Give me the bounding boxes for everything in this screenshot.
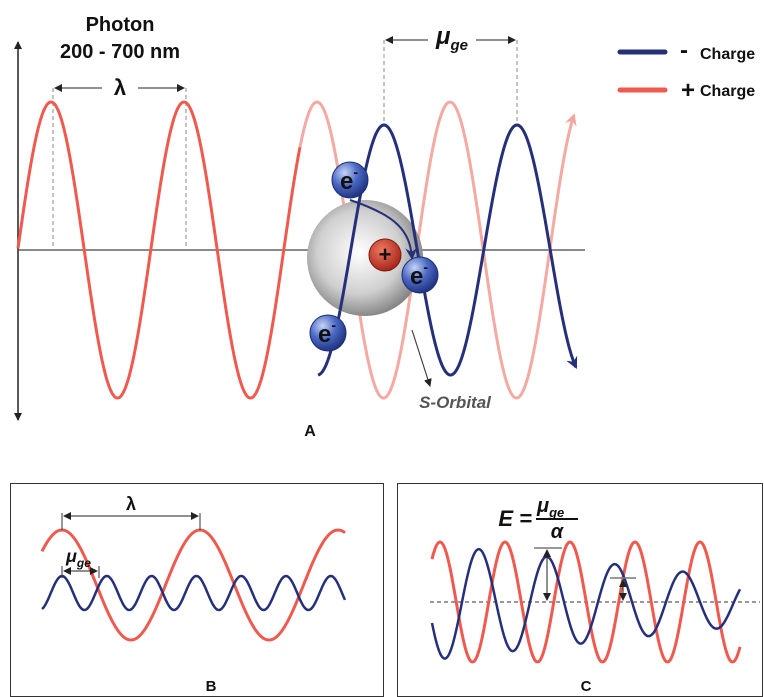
panel-frame xyxy=(10,483,384,697)
legend-sign: + xyxy=(681,77,695,104)
electron-path xyxy=(349,199,418,260)
equation-lhs: E = xyxy=(498,506,532,531)
wave-front xyxy=(338,123,578,377)
panel-b: λ μge B xyxy=(10,483,384,697)
mu-label: μge xyxy=(65,546,91,570)
electron-label: e- xyxy=(410,259,428,290)
pointer xyxy=(411,329,432,387)
equation-denominator: α xyxy=(551,521,565,543)
panel-c: E = μge α C xyxy=(397,483,763,697)
wave xyxy=(338,123,578,377)
electron-symbol: e xyxy=(318,321,331,348)
electron: e- xyxy=(331,161,369,199)
electron-symbol: e xyxy=(340,168,353,195)
panel-label: C xyxy=(581,678,592,695)
mu-symbol: μ xyxy=(435,23,451,50)
electron-label: e- xyxy=(318,317,336,348)
wave xyxy=(430,540,742,664)
mu-subscript: ge xyxy=(548,505,564,520)
electron-shape xyxy=(331,161,369,199)
mu-label: μge xyxy=(435,23,468,54)
electron-shape xyxy=(309,314,347,352)
wave xyxy=(430,547,742,660)
wave xyxy=(41,574,347,612)
waves xyxy=(430,540,742,664)
lambda-label: λ xyxy=(126,494,136,514)
mu-subscript: ge xyxy=(76,556,91,570)
electron-shape xyxy=(401,256,439,294)
mu-symbol: μ xyxy=(65,546,77,566)
panel-a: Photon 200 - 700 nm λ μge + e- e- e- S-O… xyxy=(14,14,755,440)
wavelength-range: 200 - 700 nm xyxy=(60,41,180,63)
mu-symbol: μ xyxy=(536,495,549,517)
s-orbital xyxy=(307,200,423,316)
waves xyxy=(40,528,347,642)
electron: e- xyxy=(401,256,439,294)
mu-subscript: ge xyxy=(449,37,468,54)
nucleus-sign: + xyxy=(379,242,392,267)
orbital-label: S-Orbital xyxy=(419,393,492,412)
electron-charge: - xyxy=(331,317,336,333)
electron: e- xyxy=(309,314,347,352)
panel-label: B xyxy=(206,678,217,695)
legend-label: Charge xyxy=(700,46,755,63)
legend-sign: - xyxy=(680,37,688,64)
electron-symbol: e xyxy=(410,263,423,290)
equation-numerator: μge xyxy=(536,495,564,520)
legend-label: Charge xyxy=(700,83,755,100)
panel-label: A xyxy=(304,423,316,440)
wave xyxy=(16,100,302,400)
electron-charge: - xyxy=(423,259,428,275)
nucleus xyxy=(368,238,402,272)
photon-title: Photon xyxy=(86,14,155,36)
panel-frame xyxy=(397,483,763,697)
electron-charge: - xyxy=(353,164,358,180)
wave xyxy=(40,528,346,642)
lambda-label: λ xyxy=(114,75,126,100)
electron-label: e- xyxy=(340,164,358,195)
